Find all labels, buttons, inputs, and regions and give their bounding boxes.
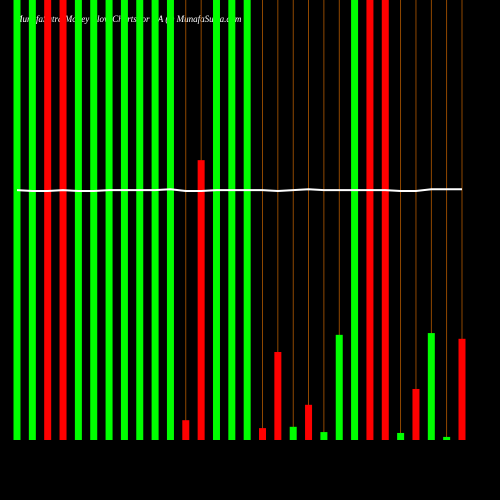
bar [151,0,159,440]
bar [274,352,282,440]
bar [305,404,313,440]
bar [351,0,359,440]
bar [320,432,328,440]
bar [90,0,98,440]
bar [197,160,205,440]
bar [74,0,82,440]
bar [366,0,374,440]
bar [13,0,21,440]
bar [335,334,343,440]
bar [59,0,67,440]
bar [182,420,190,440]
bar [166,0,174,440]
bar [28,0,36,440]
bar [243,0,251,440]
line [16,188,462,192]
bar [212,0,220,440]
bar [259,428,267,440]
bar [105,0,113,440]
bar [44,0,52,440]
bar [412,388,420,440]
bar [228,0,236,440]
bar [458,338,466,440]
bar [120,0,128,440]
bar [427,333,435,440]
bar [136,0,144,440]
bar [381,0,389,440]
bar [397,432,405,440]
bar [289,426,297,440]
bar [443,436,451,440]
